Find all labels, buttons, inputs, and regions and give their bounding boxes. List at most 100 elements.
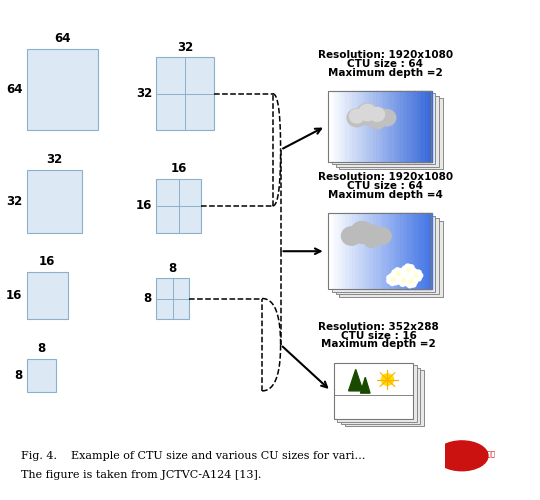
Bar bbox=[414, 213, 418, 289]
Bar bbox=[417, 90, 422, 162]
Circle shape bbox=[398, 268, 403, 274]
Circle shape bbox=[400, 274, 406, 279]
Circle shape bbox=[403, 280, 409, 285]
Bar bbox=[424, 90, 429, 162]
Text: Resolution: 1920x1080: Resolution: 1920x1080 bbox=[318, 50, 453, 60]
Bar bbox=[428, 90, 432, 162]
Bar bbox=[345, 370, 424, 426]
Text: CTU size : 64: CTU size : 64 bbox=[347, 58, 423, 68]
Bar bbox=[407, 213, 411, 289]
Bar bbox=[397, 90, 401, 162]
Bar bbox=[411, 90, 415, 162]
Bar bbox=[349, 213, 353, 289]
Circle shape bbox=[397, 279, 403, 284]
Bar bbox=[363, 213, 367, 289]
Circle shape bbox=[405, 264, 410, 269]
Text: Resolution: 352x288: Resolution: 352x288 bbox=[319, 322, 439, 332]
Bar bbox=[394, 213, 397, 289]
Bar bbox=[369, 213, 374, 289]
Bar bbox=[390, 213, 394, 289]
Bar bbox=[335, 213, 339, 289]
Bar bbox=[339, 220, 442, 296]
Circle shape bbox=[409, 274, 415, 280]
Circle shape bbox=[416, 276, 421, 281]
Circle shape bbox=[370, 108, 384, 122]
Text: Fig. 4.    Example of CTU size and various CU sizes for vari…: Fig. 4. Example of CTU size and various … bbox=[21, 451, 366, 461]
Circle shape bbox=[405, 278, 410, 282]
Bar bbox=[401, 213, 404, 289]
Circle shape bbox=[396, 272, 400, 276]
Bar bbox=[342, 90, 346, 162]
Circle shape bbox=[414, 274, 418, 278]
Bar bbox=[366, 213, 370, 289]
Bar bbox=[328, 213, 431, 289]
Bar bbox=[387, 90, 390, 162]
Circle shape bbox=[407, 282, 413, 288]
Bar bbox=[421, 213, 425, 289]
Bar bbox=[373, 90, 377, 162]
Text: 32: 32 bbox=[136, 87, 152, 100]
Bar bbox=[366, 90, 370, 162]
Bar bbox=[411, 213, 415, 289]
Bar bbox=[339, 98, 442, 169]
Bar bbox=[339, 90, 342, 162]
Text: CTU size : 64: CTU size : 64 bbox=[347, 181, 423, 191]
Circle shape bbox=[410, 276, 416, 281]
Circle shape bbox=[387, 275, 393, 280]
Bar bbox=[424, 213, 429, 289]
Bar bbox=[346, 90, 349, 162]
Text: 8: 8 bbox=[14, 369, 22, 382]
Bar bbox=[156, 278, 189, 318]
Bar bbox=[369, 90, 374, 162]
Bar bbox=[26, 359, 56, 392]
Circle shape bbox=[395, 275, 400, 280]
Bar bbox=[156, 58, 214, 130]
Text: Maximum depth =2: Maximum depth =2 bbox=[328, 68, 443, 78]
Bar bbox=[383, 90, 387, 162]
Bar bbox=[363, 90, 367, 162]
Circle shape bbox=[412, 279, 417, 284]
Text: 32: 32 bbox=[46, 153, 63, 166]
Bar bbox=[352, 213, 356, 289]
Circle shape bbox=[349, 110, 364, 123]
Circle shape bbox=[397, 276, 403, 281]
Text: 32: 32 bbox=[6, 195, 22, 208]
Circle shape bbox=[392, 270, 397, 275]
Text: 16: 16 bbox=[6, 288, 22, 302]
Bar bbox=[414, 90, 418, 162]
Circle shape bbox=[341, 227, 361, 245]
Circle shape bbox=[409, 272, 415, 276]
Circle shape bbox=[387, 278, 393, 283]
Circle shape bbox=[367, 107, 387, 125]
Bar bbox=[349, 90, 353, 162]
Bar bbox=[337, 365, 416, 422]
Circle shape bbox=[389, 273, 395, 278]
Circle shape bbox=[394, 277, 400, 282]
Circle shape bbox=[402, 266, 408, 271]
Bar bbox=[335, 90, 339, 162]
Bar bbox=[397, 213, 401, 289]
Bar bbox=[401, 90, 404, 162]
Circle shape bbox=[389, 280, 395, 285]
Circle shape bbox=[373, 228, 391, 244]
Text: 8: 8 bbox=[168, 262, 177, 274]
Bar bbox=[359, 213, 363, 289]
Bar bbox=[339, 213, 342, 289]
Circle shape bbox=[408, 270, 414, 276]
Bar bbox=[341, 368, 420, 424]
Circle shape bbox=[407, 276, 413, 280]
Bar bbox=[342, 213, 346, 289]
Circle shape bbox=[347, 109, 367, 126]
Circle shape bbox=[402, 278, 406, 282]
Bar bbox=[428, 213, 432, 289]
Bar bbox=[376, 90, 380, 162]
Bar bbox=[404, 90, 408, 162]
Circle shape bbox=[410, 282, 416, 287]
Bar bbox=[346, 213, 349, 289]
Bar bbox=[332, 90, 336, 162]
Text: 16: 16 bbox=[171, 162, 187, 175]
Text: 8: 8 bbox=[144, 292, 152, 305]
Bar bbox=[387, 213, 390, 289]
Bar bbox=[334, 362, 413, 419]
Text: 64: 64 bbox=[6, 83, 22, 96]
